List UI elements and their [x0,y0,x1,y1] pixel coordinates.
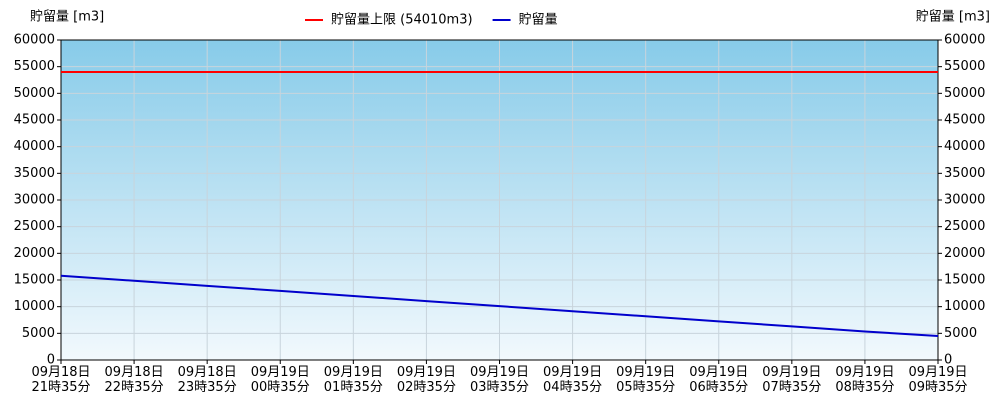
y2-tick-label: 50000 [944,86,985,101]
x-tick-label: 09月19日 04時35分 [543,365,602,395]
legend-label: 貯留量上限 (54010m3) [331,13,473,28]
y2-tick-label: 5000 [944,326,977,341]
y2-tick-label: 0 [944,353,952,368]
y2-tick-label: 35000 [944,166,985,181]
y-tick-label: 10000 [14,299,55,314]
y2-tick-label: 30000 [944,193,985,208]
x-tick-label: 09月19日 08時35分 [835,365,894,395]
y2-tick-label: 20000 [944,246,985,261]
y2-tick-label: 25000 [944,219,985,234]
y-tick-label: 20000 [14,246,55,261]
y-axis-label: 貯留量 [m3] [30,10,104,25]
x-tick-label: 09月19日 09時35分 [908,365,967,395]
y2-tick-label: 40000 [944,139,985,154]
y2-tick-label: 45000 [944,113,985,128]
y-tick-label: 5000 [22,326,55,341]
legend-label: 貯留量 [519,13,558,28]
x-tick-label: 09月19日 07時35分 [762,365,821,395]
x-tick-label: 09月18日 21時35分 [31,365,90,395]
series-line [60,274,939,337]
y-tick-label: 35000 [14,166,55,181]
plot-frame [60,39,939,361]
y2-axis-label: 貯留量 [m3] [916,10,990,25]
y2-tick-label: 15000 [944,273,985,288]
x-tick-label: 09月19日 06時35分 [689,365,748,395]
x-tick-label: 09月19日 02時35分 [397,365,456,395]
x-tick-label: 09月19日 00時35分 [251,365,310,395]
y-tick-label: 15000 [14,273,55,288]
y-tick-label: 50000 [14,86,55,101]
y-tick-label: 0 [47,353,55,368]
y2-tick-label: 10000 [944,299,985,314]
y-tick-label: 45000 [14,113,55,128]
x-tick-label: 09月19日 01時35分 [324,365,383,395]
x-tick-label: 09月19日 05時35分 [616,365,675,395]
y-tick-label: 30000 [14,193,55,208]
y-tick-label: 25000 [14,219,55,234]
y-tick-label: 60000 [14,33,55,48]
x-tick-label: 09月18日 22時35分 [105,365,164,395]
y2-tick-label: 60000 [944,33,985,48]
y2-tick-label: 55000 [944,59,985,74]
x-tick-label: 09月18日 23時35分 [178,365,237,395]
y-tick-label: 40000 [14,139,55,154]
y-tick-label: 55000 [14,59,55,74]
x-tick-label: 09月19日 03時35分 [470,365,529,395]
